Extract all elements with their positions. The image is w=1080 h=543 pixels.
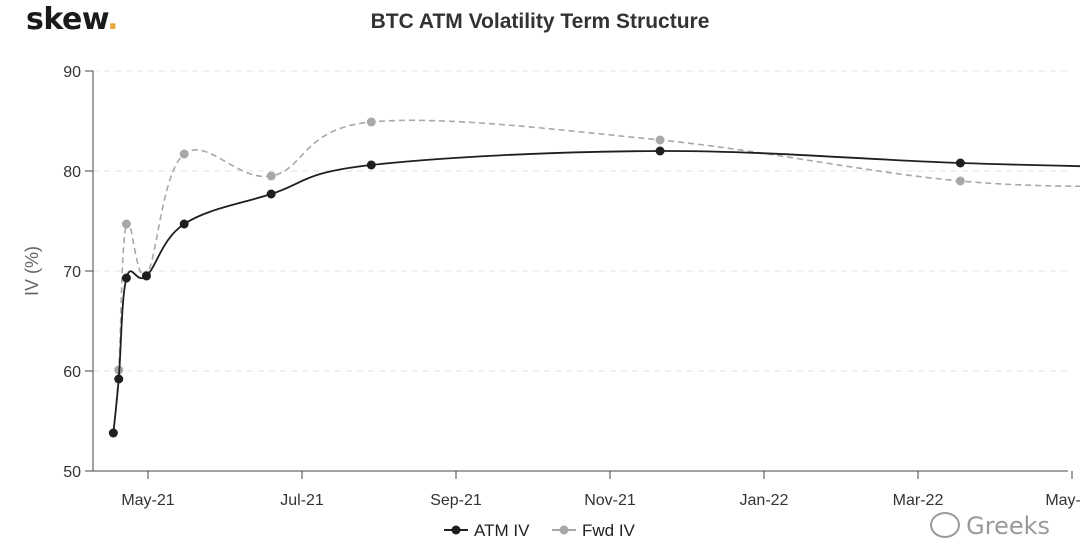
atm-ivpoint — [366, 160, 376, 170]
atm-ivlegend-marker — [451, 525, 461, 535]
atm-ivpoint — [955, 158, 965, 168]
logo-dot: . — [107, 2, 119, 37]
fwd-ivlegend-marker — [559, 525, 569, 535]
x-tick-label: Mar-22 — [893, 492, 944, 509]
skew-logo: skew. — [26, 2, 119, 37]
fwd-ivpoint — [655, 135, 665, 145]
fwd-ivpoint — [366, 117, 376, 127]
chart-title: BTC ATM Volatility Term Structure — [370, 10, 710, 33]
y-tick-label: 70 — [63, 264, 81, 281]
fwd-ivpoint — [266, 171, 276, 181]
fwd-ivpoint — [955, 176, 965, 186]
y-tick-label: 50 — [63, 464, 81, 481]
fwd-ivlegend-label: Fwd IV — [582, 521, 636, 540]
atm-ivpoint — [108, 428, 118, 438]
axes: 50 60 70 80 90 May-21 Jul-21 Sep-21 Nov-21 Jan-22… — [22, 64, 1080, 509]
x-tick-label: Sep-21 — [430, 492, 482, 509]
wechat-watermark: Greeks — [930, 512, 1050, 540]
x-tick-label: May-22 — [1045, 492, 1080, 509]
y-tick-label: 60 — [63, 364, 81, 381]
grid-lines — [93, 70, 1068, 372]
logo-text: skew — [26, 2, 108, 37]
x-tick-label: Jan-22 — [740, 492, 789, 509]
atm-ivpoint — [266, 189, 276, 199]
x-tick-label: May-21 — [121, 492, 174, 509]
y-tick-label: 80 — [63, 164, 81, 181]
fwd-ivpoint — [179, 149, 189, 159]
watermark-text: Greeks — [966, 512, 1050, 540]
atm-ivpoint — [114, 374, 124, 384]
wechat-icon — [930, 512, 961, 538]
x-tick-label: Jul-21 — [280, 492, 324, 509]
atm-ivlegend-label: ATM IV — [474, 521, 530, 540]
y-axis-label: IV (%) — [22, 246, 42, 296]
y-tick-label: 90 — [63, 64, 81, 81]
fwd-ivpoint — [121, 219, 131, 229]
atm-ivpoint — [655, 146, 665, 156]
atm-ivpoint — [179, 219, 189, 229]
x-tick-label: Nov-21 — [584, 492, 636, 509]
fwd-ivline — [112, 119, 1080, 434]
atm-ivline — [112, 150, 1080, 434]
atm-ivpoint — [141, 271, 151, 281]
legend[interactable]: ATM IV Fwd IV — [444, 521, 636, 540]
atm-ivpoint — [121, 273, 131, 283]
series-layer — [108, 117, 1080, 438]
